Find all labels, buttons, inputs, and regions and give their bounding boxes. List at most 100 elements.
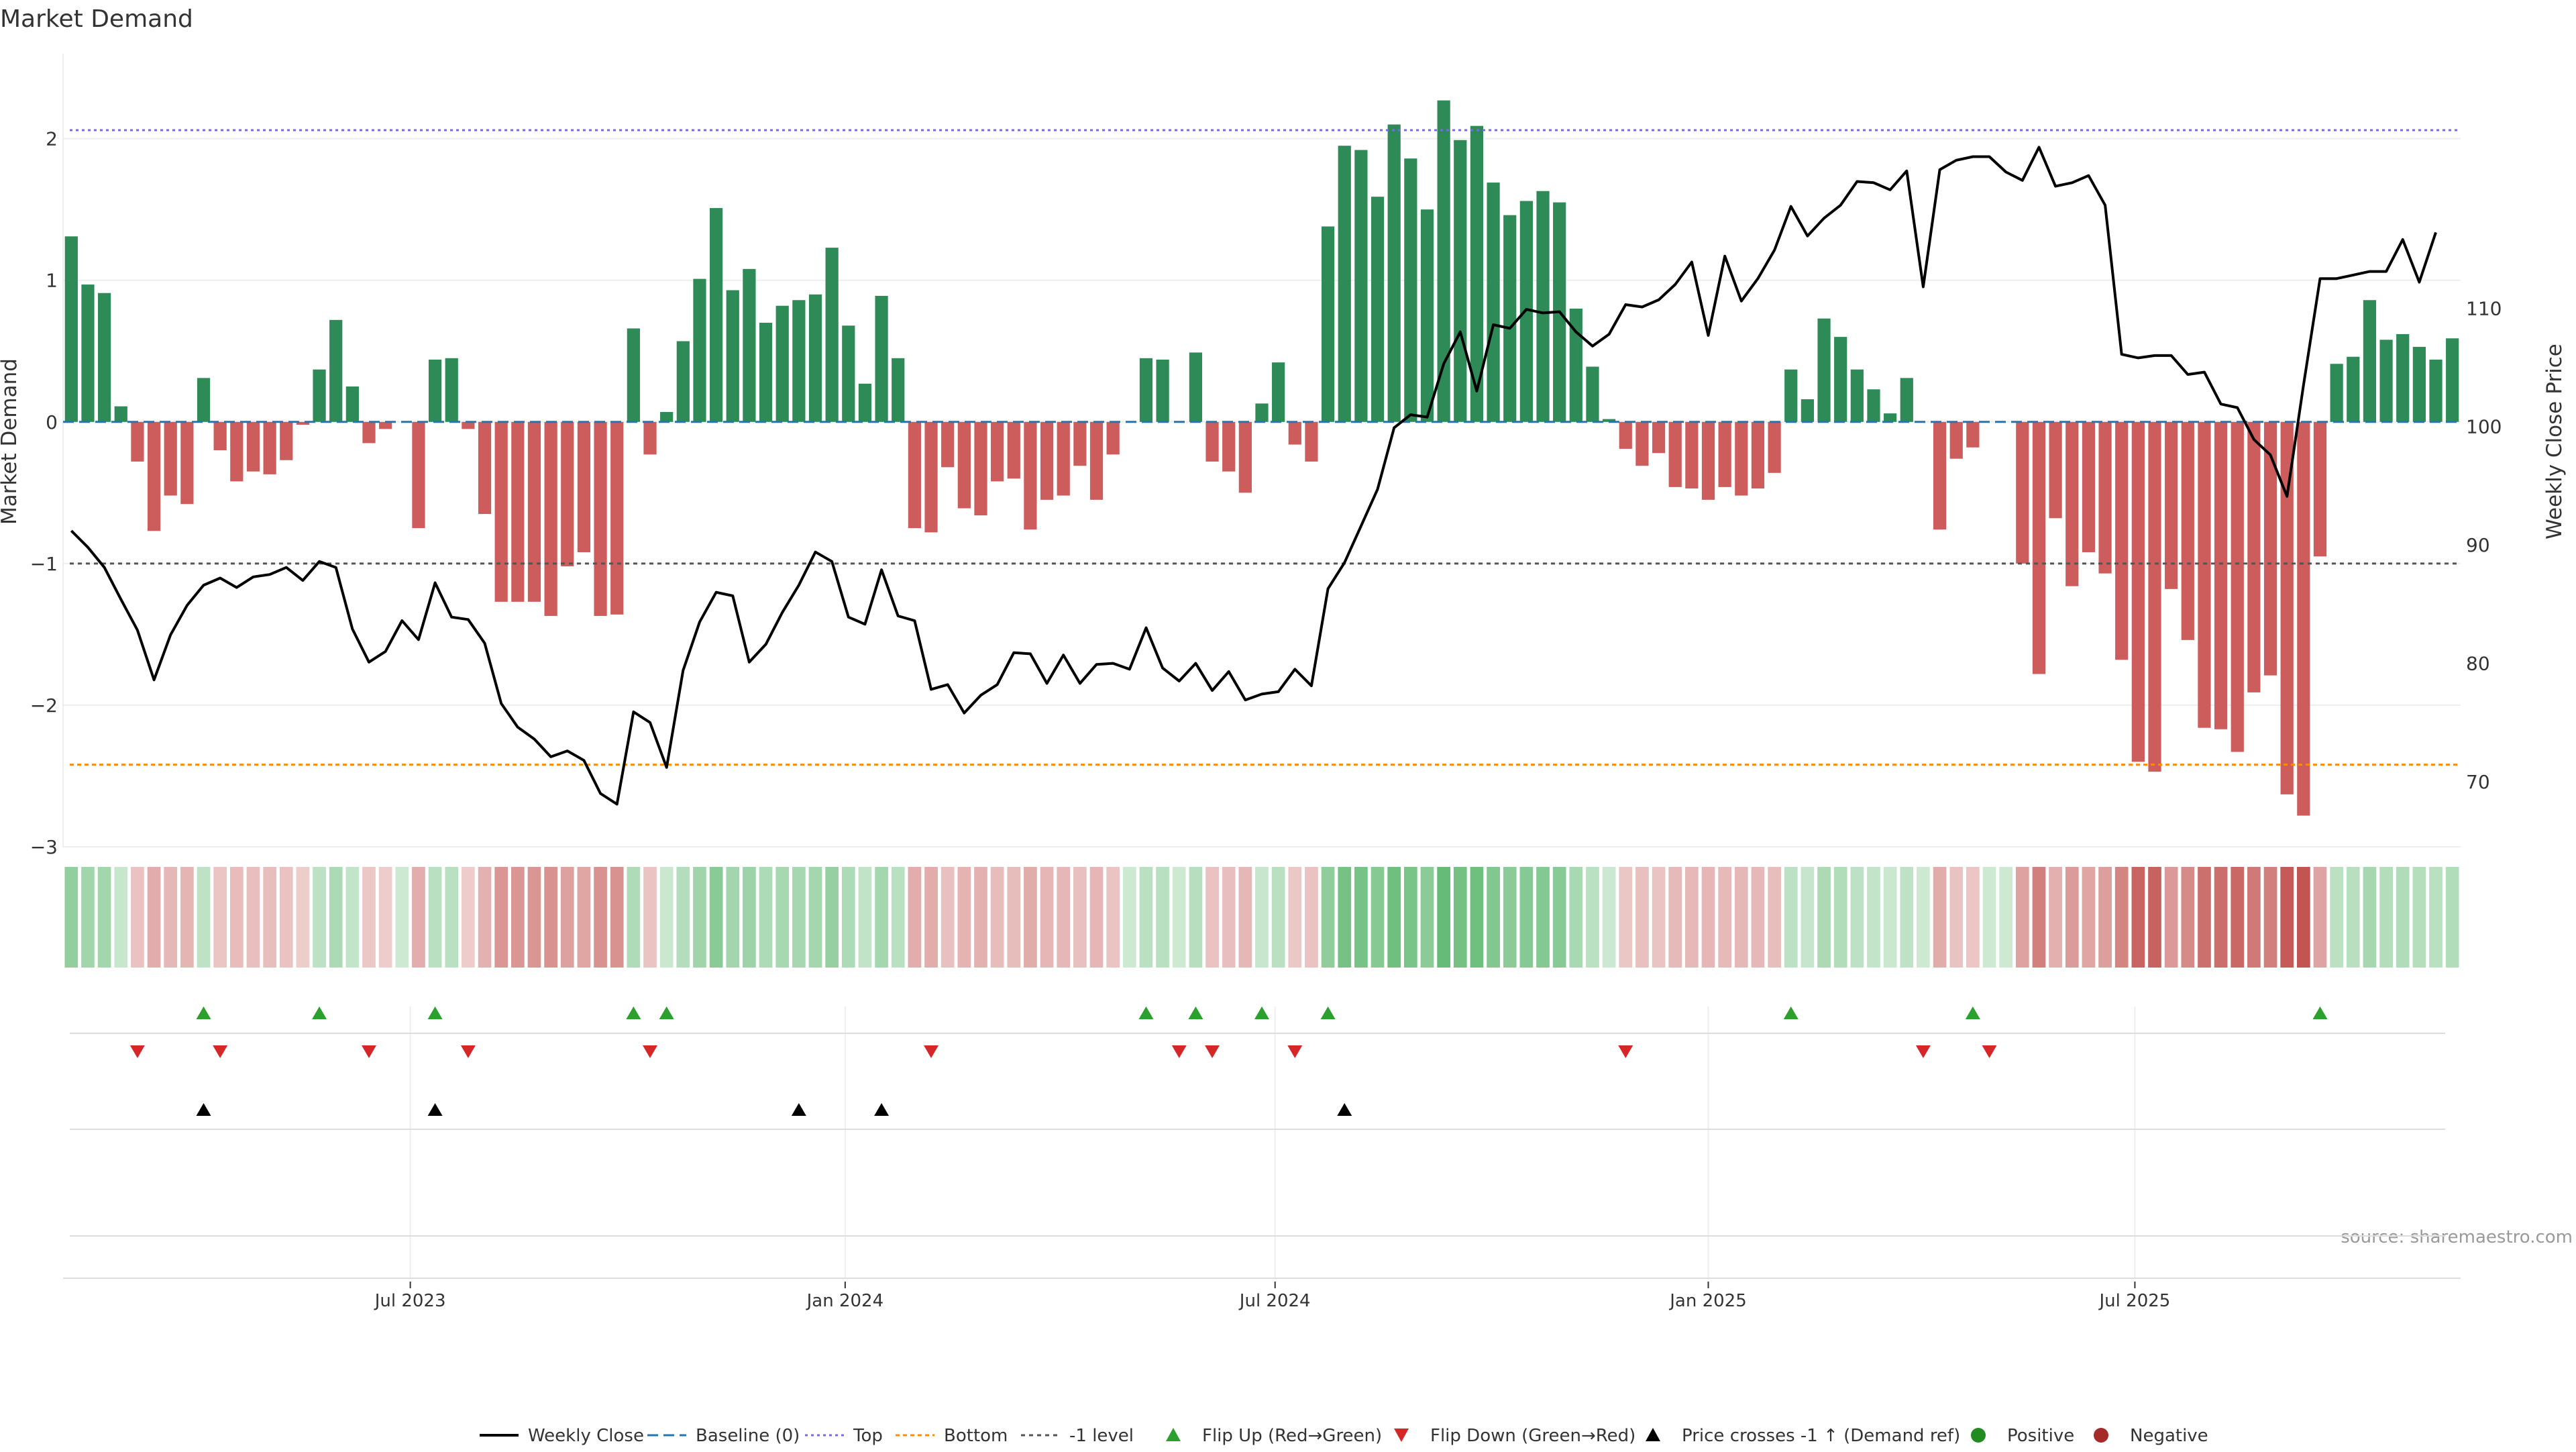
heat-cell-negative <box>229 867 244 968</box>
demand-bar-negative <box>1205 421 1219 462</box>
y-axis-right-label: Weekly Close Price <box>2542 344 2567 539</box>
heat-cell-negative <box>378 867 392 968</box>
y-right-tick-label: 100 <box>2466 416 2502 438</box>
heat-cell-positive <box>1867 867 1880 968</box>
price-cross-marker <box>791 1103 806 1116</box>
demand-bar-negative <box>362 421 376 444</box>
demand-bar-positive <box>1536 191 1550 422</box>
demand-bar-negative <box>1305 421 1318 462</box>
y-right-tick-label: 110 <box>2466 297 2502 319</box>
heat-cell-positive <box>1586 867 1599 968</box>
x-tick-label: Jul 2023 <box>374 1291 446 1311</box>
flip-down-marker <box>1915 1045 1931 1058</box>
source-label: source: sharemaestro.com <box>2341 1227 2573 1247</box>
legend-item-top: Top <box>805 1426 883 1446</box>
demand-bar-positive <box>1338 146 1351 422</box>
demand-bar-negative <box>263 421 276 474</box>
heat-cell-positive <box>1371 867 1385 968</box>
heat-cell-negative <box>2164 867 2178 968</box>
y-right-tick-label: 80 <box>2466 653 2490 675</box>
flip-down-marker <box>129 1045 145 1058</box>
flip-down-marker <box>1171 1045 1187 1058</box>
demand-bar-negative <box>941 421 955 468</box>
heat-cell-positive <box>808 867 822 968</box>
demand-bar-positive <box>1189 352 1203 422</box>
flip-up-marker <box>2312 1006 2328 1019</box>
heat-cell-positive <box>114 867 128 968</box>
demand-bar-positive <box>313 369 326 422</box>
demand-bar-negative <box>1073 421 1087 466</box>
heat-cell-negative <box>560 867 574 968</box>
demand-bar-negative <box>246 421 260 472</box>
heat-cell-negative <box>1040 867 1054 968</box>
heat-cell-positive <box>2379 867 2393 968</box>
heat-cell-negative <box>1205 867 1219 968</box>
demand-bar-positive <box>1784 369 1798 422</box>
demand-bar-positive <box>81 284 95 422</box>
heat-cell-negative <box>2098 867 2112 968</box>
heat-cell-negative <box>131 867 144 968</box>
legend-item-flip_up: Flip Up (Red→Green) <box>1166 1426 1382 1446</box>
heat-cell-negative <box>478 867 492 968</box>
demand-bar-positive <box>2429 359 2443 422</box>
demand-bar-negative <box>213 421 227 450</box>
demand-bar-negative <box>1768 421 1781 473</box>
demand-bar-negative <box>1007 421 1020 479</box>
heat-cell-negative <box>2247 867 2261 968</box>
heat-cell-negative <box>1222 867 1236 968</box>
flip-up-marker <box>196 1006 211 1019</box>
heat-cell-positive <box>1602 867 1616 968</box>
heat-cell-positive <box>1519 867 1534 968</box>
heat-cell-positive <box>1982 867 1996 968</box>
heat-cell-negative <box>246 867 260 968</box>
demand-bar-negative <box>610 421 624 615</box>
demand-bar-negative <box>2231 421 2244 752</box>
heat-cell-positive <box>1503 867 1517 968</box>
demand-bar-positive <box>1503 215 1517 422</box>
demand-bar-negative <box>1089 421 1104 500</box>
heat-cell-positive <box>1917 867 1930 968</box>
x-tick-label: Jan 2024 <box>806 1291 884 1311</box>
demand-bar-positive <box>1487 183 1500 422</box>
heat-cell-negative <box>1073 867 1087 968</box>
heat-cell-negative <box>1933 867 1947 968</box>
demand-bar-positive <box>660 412 674 422</box>
flip-up-marker <box>312 1006 327 1019</box>
heat-cell-positive <box>759 867 773 968</box>
legend-swatch-flip-up <box>1166 1428 1181 1441</box>
heat-cell-negative <box>1057 867 1071 968</box>
heat-cell-positive <box>1122 867 1136 968</box>
demand-bar-positive <box>2446 338 2459 422</box>
demand-bar-negative <box>462 421 475 429</box>
heat-cell-positive <box>329 867 343 968</box>
heat-cell-positive <box>693 867 706 968</box>
heat-cell-negative <box>147 867 161 968</box>
flip-up-marker <box>626 1006 641 1019</box>
demand-bar-positive <box>2396 333 2410 422</box>
heat-cell-positive <box>676 867 690 968</box>
legend-label: -1 level <box>1069 1426 1134 1446</box>
y-right-tick-label: 90 <box>2466 534 2490 556</box>
legend-item-minus_one: -1 level <box>1021 1426 1134 1446</box>
heat-cell-negative <box>2198 867 2211 968</box>
demand-bar-negative <box>1652 421 1666 454</box>
heat-cell-positive <box>1900 867 1914 968</box>
demand-bar-negative <box>2280 421 2294 794</box>
demand-bar-negative <box>527 421 541 602</box>
heat-cell-positive <box>743 867 756 968</box>
demand-bar-positive <box>1139 358 1153 422</box>
y-right-tick-label: 70 <box>2466 771 2490 793</box>
demand-bar-negative <box>1222 421 1236 472</box>
demand-bar-negative <box>974 421 987 516</box>
demand-bar-positive <box>892 358 905 422</box>
heat-cell-negative <box>1238 867 1252 968</box>
demand-bar-positive <box>428 359 442 422</box>
price-cross-marker <box>874 1103 890 1116</box>
demand-bar-positive <box>98 293 111 422</box>
demand-bar-negative <box>1966 421 1980 448</box>
demand-bar-positive <box>759 323 773 422</box>
demand-bar-positive <box>1420 209 1434 422</box>
heat-cell-negative <box>296 867 310 968</box>
